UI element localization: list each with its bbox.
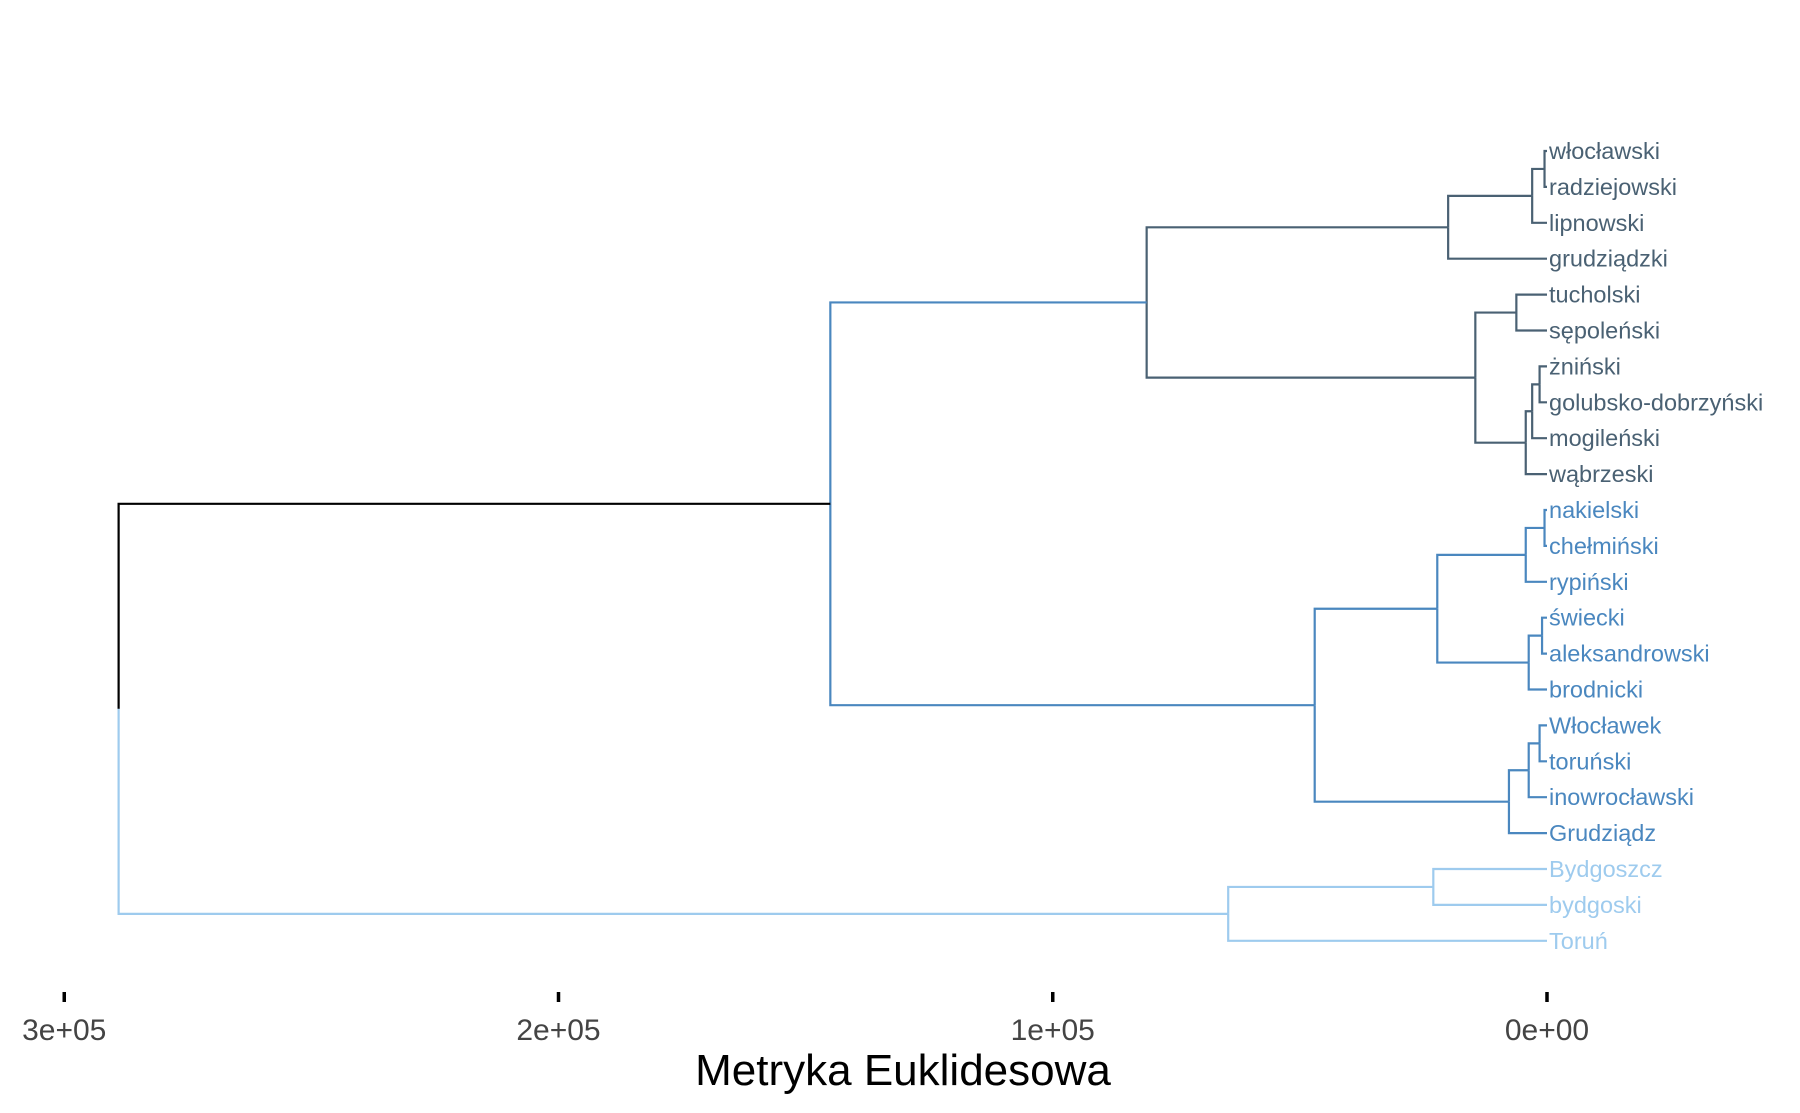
leaf-label: sępoleński	[1549, 318, 1660, 344]
branch-lower	[1507, 801, 1547, 835]
branch-upper	[1474, 311, 1517, 378]
branch-upper	[1447, 194, 1533, 228]
x-tick-label: 2e+05	[516, 1014, 600, 1047]
branch-lower	[1515, 312, 1547, 332]
branch-m16	[1527, 742, 1547, 799]
branch-m19	[829, 301, 1315, 707]
x-axis: 3e+05 2e+05 1e+05 0e+00	[22, 992, 1589, 1047]
leaf-label: chełmiński	[1549, 533, 1659, 559]
branch-lower	[1543, 168, 1547, 188]
leaf-labels: włocławski radziejowski lipnowski grudziądz…	[1548, 138, 1763, 954]
leaf-label: nakielski	[1549, 497, 1639, 523]
branch-lower	[1524, 442, 1547, 476]
branch-upper	[1527, 742, 1540, 771]
branch-m18	[1313, 607, 1509, 803]
leaf-label: toruński	[1549, 748, 1631, 774]
branch-upper	[1531, 383, 1540, 412]
branch-m10	[1543, 508, 1547, 547]
branch-upper	[117, 502, 831, 709]
branch-upper	[1313, 607, 1438, 706]
branch-lower	[1531, 195, 1547, 224]
branch-lower	[1432, 886, 1547, 906]
branch-lower	[1540, 635, 1547, 655]
branch-m3	[1447, 194, 1547, 260]
branch-m4	[1515, 293, 1547, 332]
branch-upper	[1436, 553, 1526, 609]
leaf-label: tucholski	[1549, 282, 1640, 308]
branch-m5	[1538, 365, 1547, 404]
branch-upper	[1538, 724, 1547, 744]
leaf-label: Włocławek	[1549, 712, 1662, 738]
branch-lower	[1524, 554, 1547, 583]
leaf-label: Grudziądz	[1549, 820, 1656, 846]
leaf-label: wąbrzeski	[1548, 461, 1653, 487]
branch-m7	[1524, 410, 1547, 476]
branch-m12	[1540, 616, 1547, 655]
branch-upper	[1507, 769, 1529, 802]
branch-m11	[1524, 526, 1547, 583]
branch-lower	[1145, 302, 1476, 379]
leaf-label: aleksandrowski	[1549, 641, 1710, 667]
branch-upper	[1531, 167, 1545, 196]
branch-m2	[1531, 167, 1547, 224]
dendrogram-branches	[117, 149, 1547, 942]
x-axis-title: Metryka Euklidesowa	[695, 1046, 1111, 1095]
branch-m9	[1145, 226, 1476, 379]
branch-lower	[1538, 384, 1547, 404]
leaf-label: bydgoski	[1549, 892, 1642, 918]
branch-lower	[1531, 411, 1547, 440]
leaf-label: włocławski	[1548, 138, 1660, 164]
leaf-label: Bydgoszcz	[1549, 856, 1663, 882]
x-tick-label: 1e+05	[1011, 1014, 1095, 1047]
leaf-label: mogileński	[1549, 425, 1660, 451]
x-tick-label: 0e+00	[1505, 1014, 1589, 1047]
branch-m20	[1432, 867, 1547, 906]
branch-lower	[1227, 913, 1547, 942]
branch-upper	[1524, 410, 1533, 443]
branch-lower	[1543, 527, 1547, 547]
branch-upper	[1543, 508, 1547, 528]
branch-lower	[1538, 743, 1547, 763]
branch-upper	[1432, 867, 1547, 887]
leaf-label: żniński	[1549, 353, 1621, 379]
leaf-label: świecki	[1549, 605, 1625, 631]
branch-m21	[1227, 885, 1547, 942]
branch-lower	[1527, 662, 1547, 691]
branch-lower	[117, 708, 1229, 915]
leaf-label: Toruń	[1549, 928, 1608, 954]
branch-m17	[1507, 769, 1547, 835]
branch-m8	[1474, 311, 1526, 444]
leaf-label: grudziądzki	[1549, 246, 1668, 272]
branch-lower	[1474, 377, 1526, 444]
branch-m13	[1527, 634, 1547, 691]
branch-upper	[1145, 226, 1449, 303]
leaf-label: inowrocławski	[1549, 784, 1694, 810]
branch-m6	[1531, 383, 1547, 440]
branch-lower	[1436, 608, 1529, 664]
branch-lower	[829, 503, 1315, 707]
branch-lower	[1447, 227, 1547, 260]
leaf-label: lipnowski	[1549, 210, 1644, 236]
branch-m14	[1436, 553, 1529, 664]
branch-upper	[1527, 634, 1543, 663]
branch-upper	[1524, 526, 1545, 555]
branch-upper	[1543, 149, 1547, 169]
leaf-label: radziejowski	[1549, 174, 1677, 200]
branch-upper	[1540, 616, 1547, 636]
branch-upper	[1227, 885, 1434, 914]
branch-lower	[1313, 705, 1509, 803]
branch-m15	[1538, 724, 1547, 763]
leaf-label: brodnicki	[1549, 677, 1643, 703]
leaf-label: golubsko-dobrzyński	[1549, 389, 1763, 415]
branch-upper	[829, 301, 1147, 504]
branch-upper	[1515, 293, 1547, 313]
branch-lower	[1527, 770, 1547, 799]
branch-m1	[1543, 149, 1547, 188]
x-tick-label: 3e+05	[22, 1014, 106, 1047]
branch-upper	[1538, 365, 1547, 385]
leaf-label: rypiński	[1549, 569, 1629, 595]
branch-m22	[117, 502, 1229, 915]
